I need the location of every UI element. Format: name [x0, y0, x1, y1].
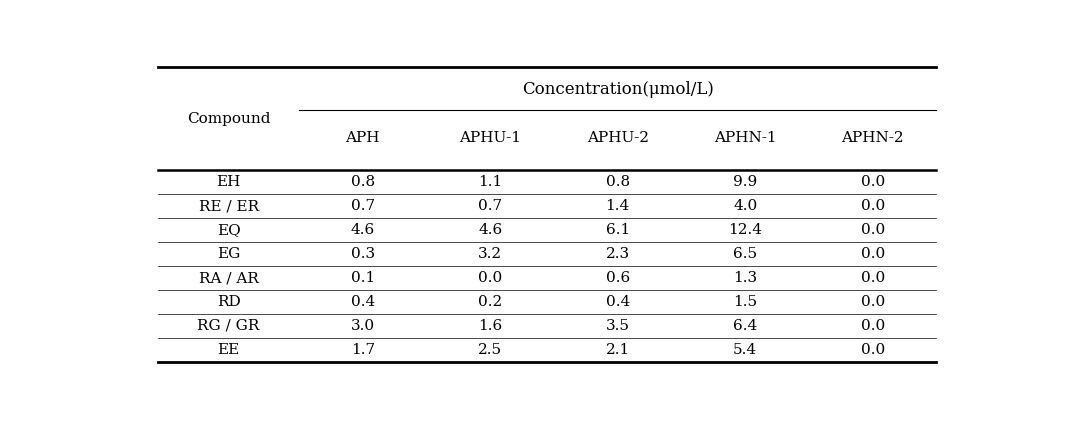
Text: 2.3: 2.3 — [606, 247, 630, 261]
Text: 3.5: 3.5 — [606, 319, 630, 333]
Text: Compound: Compound — [187, 112, 270, 125]
Text: 0.1: 0.1 — [350, 271, 375, 285]
Text: 0.4: 0.4 — [606, 295, 630, 309]
Text: 2.1: 2.1 — [606, 343, 630, 357]
Text: 0.0: 0.0 — [861, 295, 884, 309]
Text: APHU-1: APHU-1 — [459, 131, 521, 145]
Text: 0.8: 0.8 — [606, 176, 630, 189]
Text: EG: EG — [217, 247, 240, 261]
Text: EE: EE — [218, 343, 240, 357]
Text: APHN-1: APHN-1 — [713, 131, 776, 145]
Text: EQ: EQ — [217, 223, 240, 237]
Text: 0.0: 0.0 — [861, 199, 884, 213]
Text: 0.3: 0.3 — [350, 247, 375, 261]
Text: 4.6: 4.6 — [478, 223, 502, 237]
Text: APHN-2: APHN-2 — [842, 131, 904, 145]
Text: APH: APH — [346, 131, 380, 145]
Text: 1.5: 1.5 — [733, 295, 757, 309]
Text: 9.9: 9.9 — [733, 176, 757, 189]
Text: 6.5: 6.5 — [733, 247, 757, 261]
Text: 0.0: 0.0 — [861, 319, 884, 333]
Text: 0.6: 0.6 — [606, 271, 630, 285]
Text: 3.2: 3.2 — [478, 247, 502, 261]
Text: 6.4: 6.4 — [733, 319, 757, 333]
Text: 0.4: 0.4 — [350, 295, 375, 309]
Text: 3.0: 3.0 — [350, 319, 375, 333]
Text: 0.0: 0.0 — [861, 176, 884, 189]
Text: 4.6: 4.6 — [350, 223, 375, 237]
Text: Concentration(μmol/L): Concentration(μmol/L) — [522, 81, 713, 98]
Text: 0.0: 0.0 — [861, 271, 884, 285]
Text: 1.4: 1.4 — [606, 199, 630, 213]
Text: 0.2: 0.2 — [478, 295, 502, 309]
Text: 12.4: 12.4 — [728, 223, 763, 237]
Text: EH: EH — [217, 176, 241, 189]
Text: 4.0: 4.0 — [733, 199, 757, 213]
Text: 2.5: 2.5 — [478, 343, 502, 357]
Text: APHU-2: APHU-2 — [586, 131, 648, 145]
Text: 1.3: 1.3 — [733, 271, 757, 285]
Text: 0.7: 0.7 — [350, 199, 375, 213]
Text: RG / GR: RG / GR — [198, 319, 260, 333]
Text: 0.8: 0.8 — [350, 176, 375, 189]
Text: 1.1: 1.1 — [478, 176, 502, 189]
Text: 0.0: 0.0 — [861, 247, 884, 261]
Text: 0.0: 0.0 — [861, 343, 884, 357]
Text: 1.7: 1.7 — [350, 343, 375, 357]
Text: 5.4: 5.4 — [733, 343, 757, 357]
Text: RD: RD — [217, 295, 240, 309]
Text: 0.0: 0.0 — [478, 271, 502, 285]
Text: RE / ER: RE / ER — [199, 199, 258, 213]
Text: 6.1: 6.1 — [606, 223, 630, 237]
Text: 1.6: 1.6 — [478, 319, 502, 333]
Text: RA / AR: RA / AR — [199, 271, 258, 285]
Text: 0.7: 0.7 — [478, 199, 502, 213]
Text: 0.0: 0.0 — [861, 223, 884, 237]
